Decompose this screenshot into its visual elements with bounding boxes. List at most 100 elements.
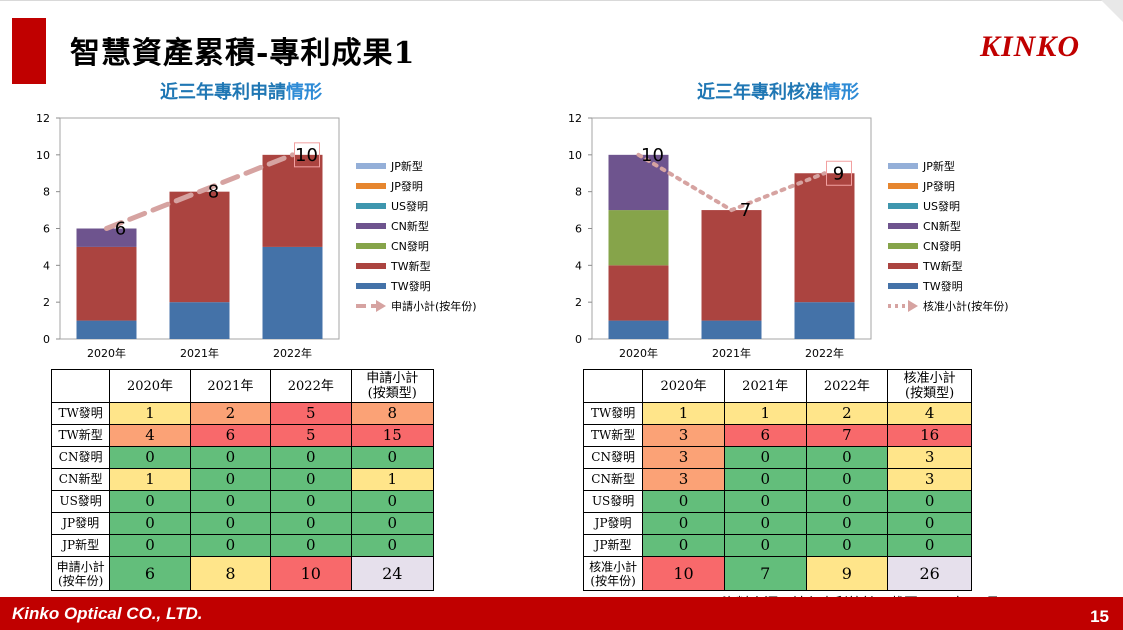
table-cell: 0 (350, 534, 435, 557)
legend-swatch (888, 223, 918, 229)
legend-swatch (888, 243, 918, 249)
row-label: CN新型 (50, 468, 111, 491)
table-row: JP新型 0 0 0 0 (582, 534, 972, 557)
table-cell: 1 (723, 402, 807, 425)
legend-label: JP發明 (922, 179, 955, 193)
legend-label: CN新型 (923, 219, 961, 233)
table-row: CN發明 0 0 0 0 (50, 446, 435, 469)
y-tick-label: 4 (43, 259, 50, 272)
row-label: US發明 (582, 490, 644, 513)
table-cell: 0 (642, 534, 725, 557)
row-label: TW新型 (582, 424, 644, 447)
table-cell: 0 (189, 490, 272, 513)
column-header (582, 369, 644, 403)
legend-label: CN新型 (391, 219, 429, 233)
column-header: 2020年 (109, 369, 191, 403)
table-cell: 0 (887, 534, 972, 557)
x-tick-label: 2021年 (180, 346, 219, 360)
row-label: TW新型 (50, 424, 111, 447)
bar-segment-TW發明 (76, 320, 137, 339)
trend-label-box (826, 160, 852, 186)
legend-swatch (356, 243, 386, 249)
bar-segment-TW新型 (608, 265, 669, 321)
table-cell: 0 (109, 512, 191, 535)
kinko-logo: KINKO (980, 30, 1081, 63)
table-row: TW新型 3 6 7 16 (582, 424, 972, 447)
chart-2-title-main: 近三年專利核准 (697, 82, 823, 103)
table-total-row: 申請小計 (按年份) 6 8 10 24 (50, 556, 435, 591)
table-cell: 0 (109, 534, 191, 557)
table-cell: 26 (887, 556, 972, 591)
table-cell: 0 (805, 446, 889, 469)
title-accent-block (12, 18, 46, 84)
table-header-row: 2020年 2021年 2022年 核准小計 (按類型) (582, 369, 972, 403)
table-row: CN新型 3 0 0 3 (582, 468, 972, 491)
table-cell: 2 (805, 402, 889, 425)
row-label: JP發明 (582, 512, 644, 535)
table-cell: 0 (109, 446, 191, 469)
y-tick-label: 6 (43, 223, 50, 236)
bar-segment-TW發明 (794, 302, 855, 339)
table-cell: 9 (805, 556, 889, 591)
column-header: 核准小計 (按類型) (887, 369, 972, 403)
row-label: TW發明 (582, 402, 644, 425)
y-tick-label: 0 (43, 333, 50, 346)
table-row: CN新型 1 0 0 1 (50, 468, 435, 491)
legend-trend-arrow (376, 300, 386, 312)
legend-swatch (888, 263, 918, 269)
chart-1-title: 近三年專利申請情形 (160, 78, 322, 104)
chart-2-title: 近三年專利核准情形 (697, 78, 859, 104)
y-tick-label: 4 (575, 259, 582, 272)
table-cell: 10 (642, 556, 725, 591)
column-header: 申請小計 (按類型) (350, 369, 435, 403)
bar-segment-TW新型 (169, 191, 230, 303)
trend-label-box (294, 142, 320, 168)
table-cell: 7 (723, 556, 807, 591)
legend-swatch (888, 203, 918, 209)
bar-segment-TW新型 (76, 246, 137, 321)
bar-segment-TW發明 (262, 246, 323, 339)
y-tick-label: 2 (43, 296, 50, 309)
table-cell: 6 (723, 424, 807, 447)
y-tick-label: 6 (575, 223, 582, 236)
row-label: CN發明 (582, 446, 644, 469)
slide-title: 智慧資產累積-專利成果1 (70, 36, 416, 71)
corner-fold (1101, 0, 1123, 22)
bar-segment-TW發明 (701, 320, 762, 339)
x-tick-label: 2022年 (273, 346, 312, 360)
table-cell: 0 (270, 490, 352, 513)
table-cell: 0 (805, 534, 889, 557)
row-label: JP新型 (582, 534, 644, 557)
table-row: JP發明 0 0 0 0 (50, 512, 435, 535)
table-cell: 0 (350, 490, 435, 513)
table-cell: 0 (805, 468, 889, 491)
patent-grant-chart: 0 2 4 6 8 10 12 2020年 2021年 2022年 10 7 9 JP新型 JP發明 US發明… (568, 112, 1009, 360)
legend-label: TW新型 (390, 259, 431, 273)
application-table: 2020年 2021年 2022年 申請小計 (按類型) TW發明 1 2 5 8 TW新型 4 6 5 1… (50, 369, 435, 591)
table-cell: 0 (189, 468, 272, 491)
table-cell: 15 (350, 424, 435, 447)
table-cell: 24 (350, 556, 435, 591)
bar-segment-CN發明 (608, 210, 669, 266)
table-cell: 5 (270, 424, 352, 447)
bar-segment-TW新型 (262, 154, 323, 247)
table-cell: 0 (642, 512, 725, 535)
legend-label: CN發明 (391, 239, 429, 253)
legend-swatch (356, 263, 386, 269)
company-name: Kinko Optical CO., LTD. (12, 604, 203, 623)
table-cell: 16 (887, 424, 972, 447)
table-cell: 0 (723, 468, 807, 491)
y-tick-label: 8 (575, 186, 582, 199)
table-cell: 1 (350, 468, 435, 491)
trend-label: 8 (208, 182, 219, 203)
legend-swatch (356, 183, 386, 189)
legend-swatch (888, 163, 918, 169)
table-cell: 2 (189, 402, 272, 425)
trend-label: 7 (740, 200, 751, 221)
chart-1-title-tail: 情形 (286, 82, 322, 103)
y-tick-label: 12 (568, 112, 582, 125)
patent-application-chart: 0 2 4 6 8 10 12 2020年 2021年 2022年 6 8 10 JP新型 JP發明 US發明… (36, 112, 477, 360)
y-tick-label: 10 (36, 149, 50, 162)
x-tick-label: 2020年 (87, 346, 126, 360)
table-cell: 0 (189, 534, 272, 557)
